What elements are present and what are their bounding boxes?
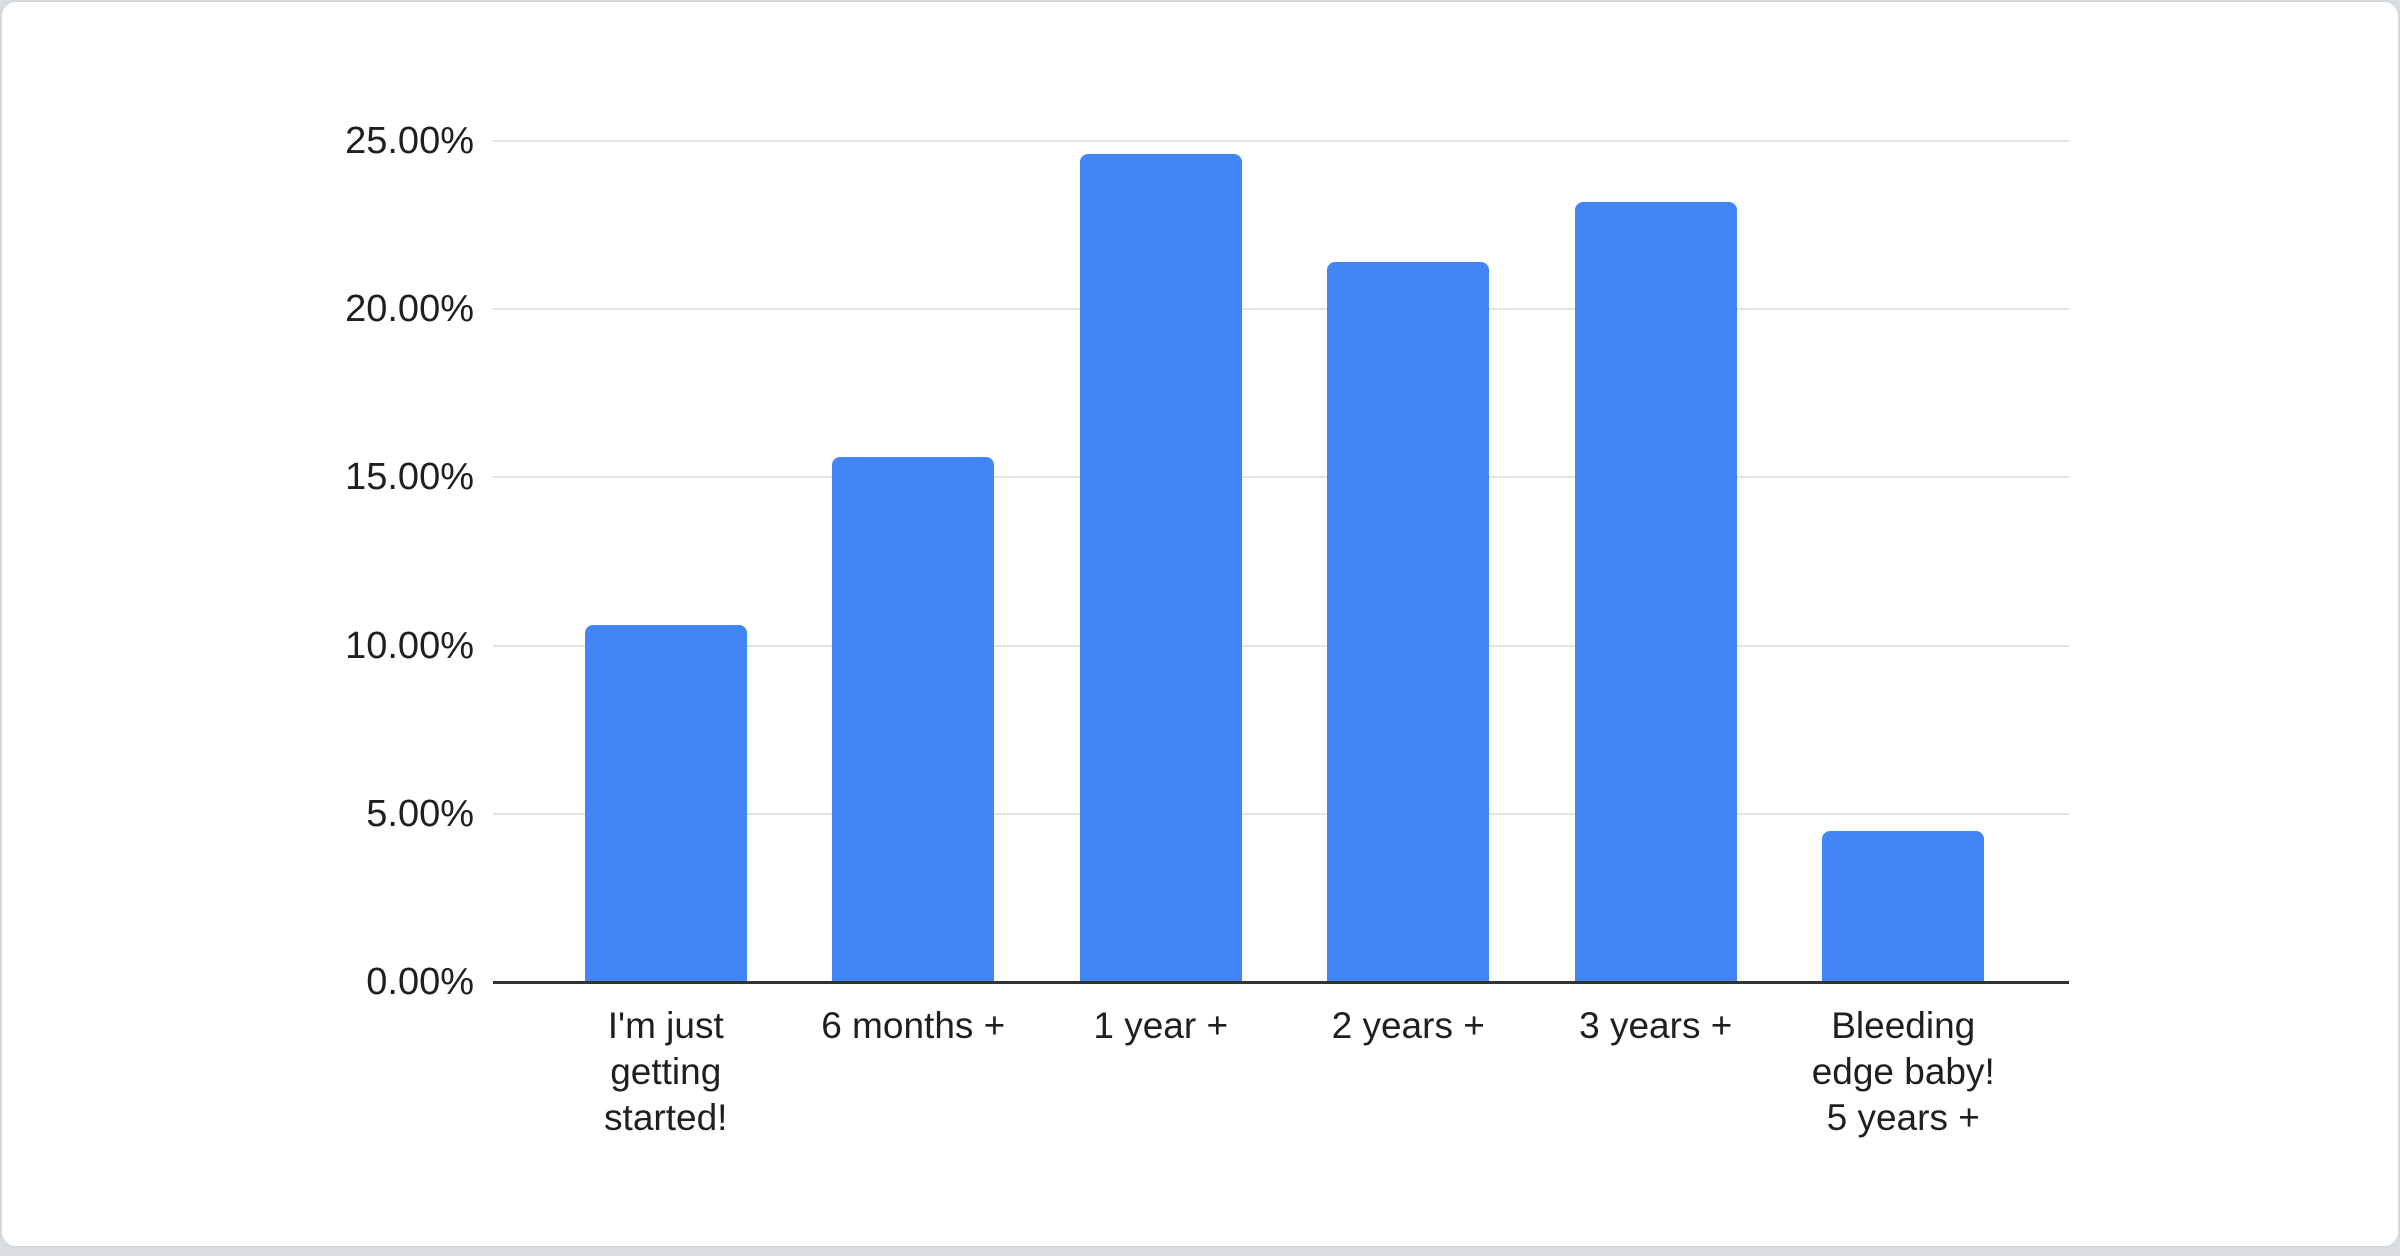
x-axis-label-line: 6 months + — [821, 1005, 1006, 1046]
bar — [1574, 201, 1737, 982]
y-axis-tick-label: 20.00% — [345, 288, 474, 331]
x-axis-category-label: 3 years + — [1526, 1003, 1786, 1049]
bar — [1079, 154, 1242, 982]
x-axis-category-label: Bleeding edge baby! 5 years + — [1773, 1003, 2033, 1141]
gridline — [493, 140, 2069, 142]
y-axis-tick-label: 10.00% — [345, 624, 474, 667]
gridline — [493, 476, 2069, 479]
x-axis-label-line: 2 years + — [1331, 1005, 1485, 1046]
bar — [1822, 830, 1985, 982]
y-axis-tick-label: 5.00% — [366, 792, 474, 835]
gridline — [493, 644, 2069, 647]
gridline — [493, 812, 2069, 815]
x-axis-label-line: started! — [604, 1097, 728, 1138]
bar — [832, 457, 995, 982]
x-axis-line — [493, 981, 2069, 984]
x-axis-category-label: 2 years + — [1278, 1003, 1538, 1049]
x-axis-category-label: I'm just getting started! — [536, 1003, 796, 1141]
x-axis-label-line: 5 years + — [1826, 1097, 1980, 1138]
x-axis-label-line: getting — [610, 1051, 722, 1092]
x-axis-category-label: 6 months + — [783, 1003, 1043, 1049]
y-axis-tick-label: 15.00% — [345, 456, 474, 499]
x-axis-label-line: I'm just — [607, 1005, 724, 1046]
bar — [1327, 262, 1490, 982]
gridline — [493, 308, 2069, 311]
x-axis-category-label: 1 year + — [1031, 1003, 1291, 1049]
y-axis-tick-label: 25.00% — [345, 120, 474, 162]
y-axis-tick-label: 0.00% — [366, 961, 474, 1003]
x-axis-label-line: 3 years + — [1579, 1005, 1733, 1046]
x-axis-label-line: Bleeding — [1831, 1005, 1976, 1046]
bar — [584, 625, 747, 982]
x-axis-label-line: 1 year + — [1093, 1005, 1229, 1046]
x-axis-label-line: edge baby! — [1811, 1051, 1995, 1092]
